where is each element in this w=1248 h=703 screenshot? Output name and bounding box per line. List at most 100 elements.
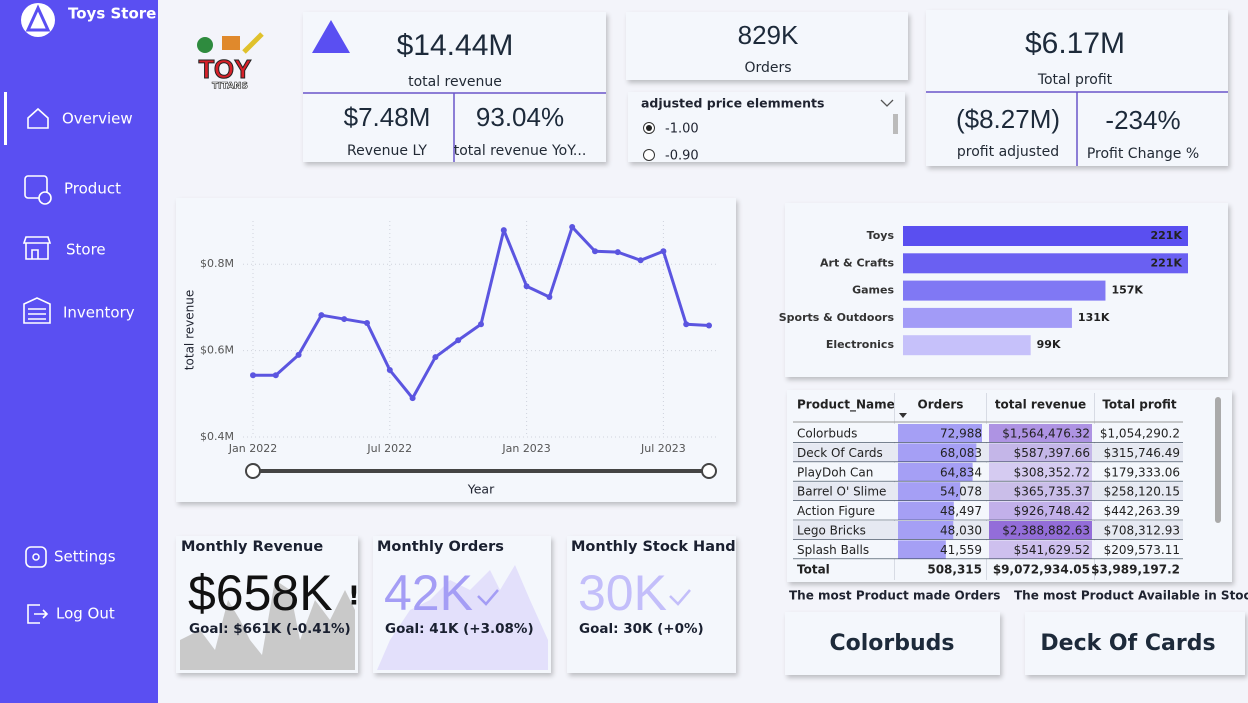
logo-title: TOY (199, 54, 252, 84)
slicer-scrollbar[interactable] (893, 114, 898, 134)
table-cell: Action Figure (797, 504, 875, 518)
brand-name: Toys Store (68, 5, 156, 23)
table-cell: $209,573.11 (1104, 543, 1180, 557)
category-label: Electronics (826, 338, 895, 351)
table-cell: 48,030 (940, 524, 982, 538)
data-bar (898, 443, 977, 462)
slicer-option[interactable]: -1.00 (665, 122, 699, 137)
y-tick-label: $0.8M (200, 257, 234, 270)
table-cell: 54,078 (940, 485, 982, 499)
data-point (250, 372, 256, 379)
column-header: Product_Name (797, 398, 895, 413)
value-label: 131K (1078, 311, 1110, 324)
kpi-value: ($8.27M) (956, 104, 1060, 134)
trend-icon (312, 20, 350, 53)
nav-logout[interactable]: Log Out (27, 604, 115, 624)
table-cell: $2,388,882.63 (1002, 524, 1090, 538)
highlight-card (785, 612, 1000, 675)
table-cell: $179,333.06 (1104, 465, 1180, 479)
data-point (683, 321, 690, 328)
kpi-label: Profit Change % (1087, 146, 1199, 162)
kpi-value: $6.17M (1025, 27, 1125, 60)
slider-handle[interactable] (245, 463, 261, 479)
data-bar (989, 482, 1092, 501)
logo-toy (197, 37, 213, 53)
monthly-goal: Goal: $661K (-0.41%) (189, 621, 351, 637)
x-tick-label: Jul 2023 (640, 442, 686, 455)
data-point (432, 354, 439, 361)
table-cell: $926,748.42 (1014, 504, 1090, 518)
logo: TOY TITANS (197, 32, 264, 92)
monthly-goal: Goal: 41K (+3.08%) (385, 621, 534, 637)
sort-indicator (899, 413, 907, 418)
nav-label[interactable]: Log Out (56, 605, 115, 623)
monthly-title: Monthly Revenue (181, 539, 323, 555)
data-point (500, 227, 507, 234)
total-cell: $9,072,934.05 (993, 563, 1090, 577)
monthly-title: Monthly Stock Hand (571, 539, 736, 555)
nav-icon (27, 107, 49, 129)
slicer (628, 92, 905, 162)
nav-overview[interactable]: Overview (27, 107, 133, 129)
table-cell: 41,559 (940, 543, 982, 557)
monthly-goal: Goal: 30K (+0%) (579, 621, 704, 637)
data-bar (989, 443, 1092, 462)
slicer-title: adjusted price elemments (641, 96, 824, 111)
table-cell: PlayDoh Can (797, 465, 873, 479)
data-point (386, 367, 393, 374)
kpi-card (626, 12, 908, 80)
slider-handle[interactable] (701, 463, 717, 479)
bar (903, 253, 1188, 274)
nav-store[interactable]: Store (22, 236, 106, 260)
data-bar (989, 501, 1092, 520)
kpi-label: Orders (744, 60, 791, 76)
value-label: 157K (1111, 284, 1143, 297)
data-point (546, 294, 553, 301)
x-tick-label: Jan 2023 (501, 442, 550, 455)
table-cell: $442,263.39 (1104, 504, 1180, 518)
check-icon (669, 589, 691, 606)
slicer-chevron[interactable] (880, 99, 894, 107)
data-point (272, 372, 279, 379)
data-bar (989, 540, 1092, 559)
table-cell: Deck Of Cards (797, 446, 883, 460)
table-cell: $587,397.66 (1014, 446, 1090, 460)
nav-label[interactable]: Overview (62, 110, 133, 128)
radio[interactable] (643, 149, 655, 161)
data-point (523, 283, 530, 290)
nav-label[interactable]: Product (64, 180, 121, 198)
data-point (706, 322, 712, 329)
slicer-option[interactable]: -0.90 (665, 149, 699, 164)
nav-inventory[interactable]: Inventory (23, 297, 135, 324)
kpi-label: total revenue (408, 74, 502, 90)
kpi-label: Total profit (1037, 72, 1113, 88)
nav-label[interactable]: Store (66, 241, 106, 259)
line-chart-card (176, 198, 736, 502)
highlight-value: Deck Of Cards (1040, 631, 1215, 656)
bar (903, 307, 1072, 328)
nav-label[interactable]: Settings (54, 548, 116, 566)
nav-label[interactable]: Inventory (63, 304, 135, 322)
value-label: 221K (1151, 256, 1183, 269)
nav-product[interactable]: Product (24, 175, 121, 205)
table-scrollbar[interactable] (1215, 397, 1221, 523)
data-bar (898, 424, 982, 443)
table-cell: $708,312.93 (1104, 524, 1180, 538)
column-header: total revenue (995, 398, 1086, 412)
row-bg (793, 540, 1183, 559)
active-indicator (4, 92, 7, 145)
brand-icon-mark (25, 4, 51, 32)
nav-settings[interactable]: Settings (25, 546, 116, 568)
total-cell: Total (797, 563, 830, 577)
nav-icon (32, 553, 40, 561)
highlight-card (1025, 612, 1245, 675)
y-tick-label: $0.6M (200, 344, 234, 357)
row-bg (793, 443, 1183, 462)
data-point (637, 257, 644, 264)
nav-icon (25, 546, 47, 568)
sparkline-area (180, 580, 355, 670)
table-cell: Barrel O' Slime (797, 485, 886, 499)
line-chart: $0.4M $0.6M $0.8M Jan 2022 Jul 2022 Jan 2023 J… (200, 221, 717, 455)
nav-icon (22, 236, 52, 260)
